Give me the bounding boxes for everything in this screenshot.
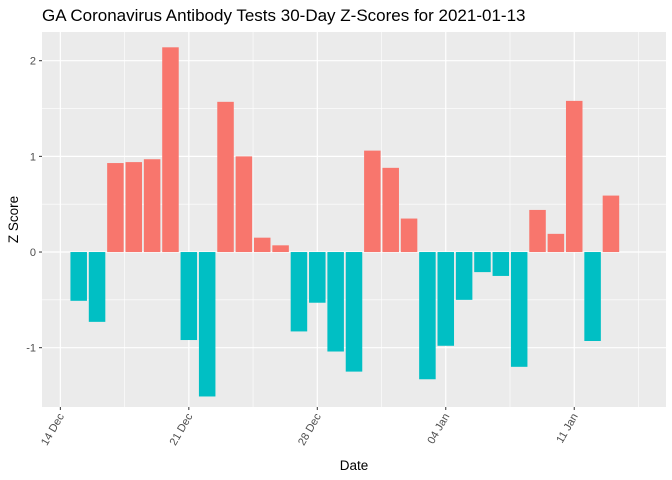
- x-tick-label: 14 Dec: [39, 411, 67, 448]
- bar: [290, 252, 308, 332]
- x-tick-label: 11 Jan: [554, 412, 581, 446]
- x-axis: 14 Dec 21 Dec 28 Dec 04 Jan 11 Jan: [39, 407, 581, 448]
- bar: [88, 252, 106, 322]
- bar: [309, 252, 326, 303]
- bar: [492, 252, 510, 276]
- bar: [602, 195, 620, 253]
- bar: [162, 47, 179, 253]
- y-tick-label: 2: [30, 56, 36, 68]
- bar: [437, 252, 455, 346]
- bar: [547, 233, 565, 253]
- bar: [584, 252, 601, 341]
- x-axis-label: Date: [340, 458, 369, 473]
- bar: [364, 150, 381, 253]
- bar: [198, 252, 216, 397]
- bar: [327, 252, 344, 352]
- x-tick-label: 28 Dec: [296, 411, 324, 448]
- bar: [345, 252, 363, 372]
- bars: [70, 47, 620, 397]
- y-tick-label: 1: [30, 151, 36, 163]
- bar: [143, 159, 161, 253]
- bar: [474, 252, 491, 273]
- y-axis-label: Z Score: [6, 196, 21, 243]
- x-tick-label: 21 Dec: [168, 411, 196, 448]
- bar: [235, 156, 253, 253]
- bar: [253, 237, 271, 253]
- bar: [455, 252, 473, 300]
- bar: [217, 101, 234, 253]
- bar: [529, 209, 546, 253]
- bar: [125, 162, 143, 253]
- bar: [510, 252, 528, 367]
- bar: [565, 100, 583, 253]
- chart-title: GA Coronavirus Antibody Tests 30-Day Z-S…: [42, 6, 525, 25]
- y-tick-label: -1: [26, 343, 36, 355]
- bar: [70, 252, 87, 301]
- bar: [107, 163, 124, 253]
- bar: [272, 245, 289, 253]
- bar: [382, 167, 399, 253]
- y-tick-label: 0: [30, 247, 36, 259]
- x-tick-label: 04 Jan: [425, 412, 452, 447]
- bar: [419, 252, 436, 380]
- bar: [180, 252, 198, 341]
- bar: [400, 218, 418, 253]
- y-axis: -1 0 1 2: [26, 56, 42, 355]
